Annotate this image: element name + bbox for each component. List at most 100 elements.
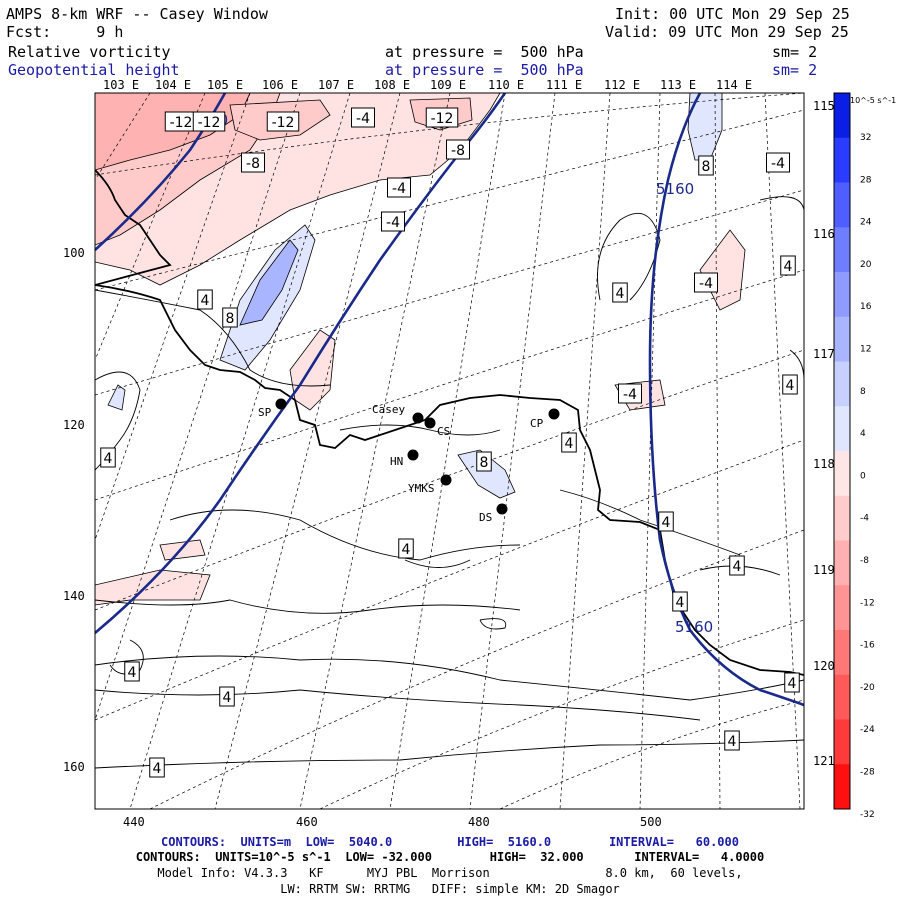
x-tick-440: 440 <box>123 815 145 829</box>
colorbar-tick-label: -24 <box>860 725 875 735</box>
colorbar-units: 10^-5 s^-1 <box>850 96 896 105</box>
y-tick-160: 160 <box>63 760 85 774</box>
colorbar-tick-label: -28 <box>860 768 875 778</box>
station-dot-hn <box>407 449 419 461</box>
station-dot-cs <box>424 417 436 429</box>
station-dot-ymks <box>440 474 452 486</box>
vorticity-label: 4 <box>565 436 574 452</box>
vorticity-label: 4 <box>128 665 137 681</box>
field2-name: Geopotential height <box>8 61 180 79</box>
height-label-5160-south: 5160 <box>675 618 713 636</box>
colorbar-bin-positive <box>834 316 850 362</box>
pos-vort-region-2 <box>687 93 723 161</box>
vorticity-label: -12 <box>170 115 193 131</box>
colorbar-tick-label: 24 <box>860 218 872 228</box>
graticule <box>95 93 804 809</box>
footer-model-info: Model Info: V4.3.3 KF MYJ PBL Morrison 8… <box>157 866 743 880</box>
field1-name: Relative vorticity <box>8 43 171 61</box>
colorbar-bin-negative <box>834 764 850 810</box>
vorticity-label-box <box>425 107 459 128</box>
vorticity-label-box <box>618 383 642 404</box>
station-label-sp: SP <box>258 406 272 419</box>
vorticity-label: 4 <box>662 515 671 531</box>
colorbar-bin-negative <box>834 719 850 765</box>
vorticity-label-box <box>266 111 300 132</box>
vorticity-label-box <box>124 661 140 682</box>
colorbar-tick-label: -8 <box>860 556 869 566</box>
vorticity-label-box <box>658 511 674 532</box>
init-time: Init: 00 UTC Mon 29 Sep 25 <box>615 5 850 23</box>
x-tick-460: 460 <box>296 815 318 829</box>
vorticity-label-box <box>192 111 226 132</box>
field1-smoothing: sm= 2 <box>772 43 818 61</box>
colorbar-tick-label: 0 <box>860 471 866 481</box>
vorticity-label: 4 <box>153 761 162 777</box>
field2-level: at pressure = 500 hPa <box>385 61 584 79</box>
vorticity-label-box <box>476 451 492 472</box>
vorticity-label-box <box>561 432 577 453</box>
y-tick-100: 100 <box>63 246 85 260</box>
vorticity-label-box <box>222 307 238 328</box>
vorticity-label-box <box>698 155 714 176</box>
station-label-ds: DS <box>479 511 492 524</box>
vorticity-label-box <box>197 289 213 310</box>
colorbar-tick-label: -20 <box>860 683 875 693</box>
vorticity-label: -4 <box>356 111 370 127</box>
y-tick-140: 140 <box>63 589 85 603</box>
forecast-hour: Fcst: 9 h <box>6 23 124 41</box>
colorbar-bin-negative <box>834 630 850 676</box>
plot-title: AMPS 8-km WRF -- Casey Window <box>6 5 268 23</box>
vorticity-label: -12 <box>272 115 295 131</box>
top-lon-label: 114 E <box>716 78 752 92</box>
vorticity-label: 4 <box>733 559 742 575</box>
station-dot-sp <box>275 398 287 410</box>
colorbar-bin-positive <box>834 406 850 452</box>
vorticity-label: 4 <box>676 595 685 611</box>
vorticity-label: -4 <box>623 387 637 403</box>
vorticity-label: 8 <box>702 159 711 175</box>
vorticity-label: 8 <box>226 311 235 327</box>
vorticity-label-box <box>724 730 740 751</box>
colorbar-bin-negative <box>834 585 850 631</box>
height-contour-5160 <box>648 93 804 707</box>
colorbar-tick-label: 28 <box>860 175 872 185</box>
colorbar-tick-label: 8 <box>860 387 866 397</box>
vorticity-label: -8 <box>246 156 260 172</box>
top-lon-label: 107 E <box>318 78 354 92</box>
vorticity-label-box <box>241 152 265 173</box>
station-dot-cp <box>548 408 560 420</box>
top-longitude-labels: 103 E 104 E 105 E 106 E 107 E 108 E 109 E 110 E… <box>103 78 752 92</box>
top-lon-label: 104 E <box>155 78 191 92</box>
colorbar-tick-label: 4 <box>860 429 866 439</box>
neg-vort-region-low <box>159 539 206 561</box>
vorticity-label: -12 <box>198 115 221 131</box>
colorbar-tick-label: -16 <box>860 641 875 651</box>
pos-vort-region-1-core <box>239 239 299 326</box>
vorticity-label-box <box>387 177 411 198</box>
station-dot-ds <box>496 503 508 515</box>
vorticity-label: -4 <box>392 181 406 197</box>
top-lon-label: 103 E <box>103 78 139 92</box>
colorbar-bin-positive <box>834 137 850 183</box>
colorbar-tick-label: 16 <box>860 302 872 312</box>
map-frame <box>94 92 805 810</box>
vorticity-label-box <box>219 686 235 707</box>
colorbar-tick-label: -12 <box>860 598 875 608</box>
station-label-casey: Casey <box>372 403 405 416</box>
colorbar-tick-label: 12 <box>860 345 871 355</box>
vorticity-label-box <box>729 555 745 576</box>
vorticity-label: -12 <box>431 111 454 127</box>
top-lon-label: 108 E <box>374 78 410 92</box>
colorbar-bin-negative <box>834 495 850 541</box>
vorticity-label-box <box>612 282 628 303</box>
top-lon-label: 106 E <box>262 78 298 92</box>
top-lon-label: 105 E <box>207 78 243 92</box>
vorticity-label: 4 <box>223 690 232 706</box>
colorbar-tick-label: -32 <box>860 810 875 820</box>
footer-physics-info: LW: RRTM SW: RRTMG DIFF: simple KM: 2D S… <box>280 882 620 896</box>
vorticity-label-box <box>351 107 375 128</box>
station-label-hn: HN <box>390 455 403 468</box>
colorbar-tick-label: -4 <box>860 514 869 524</box>
